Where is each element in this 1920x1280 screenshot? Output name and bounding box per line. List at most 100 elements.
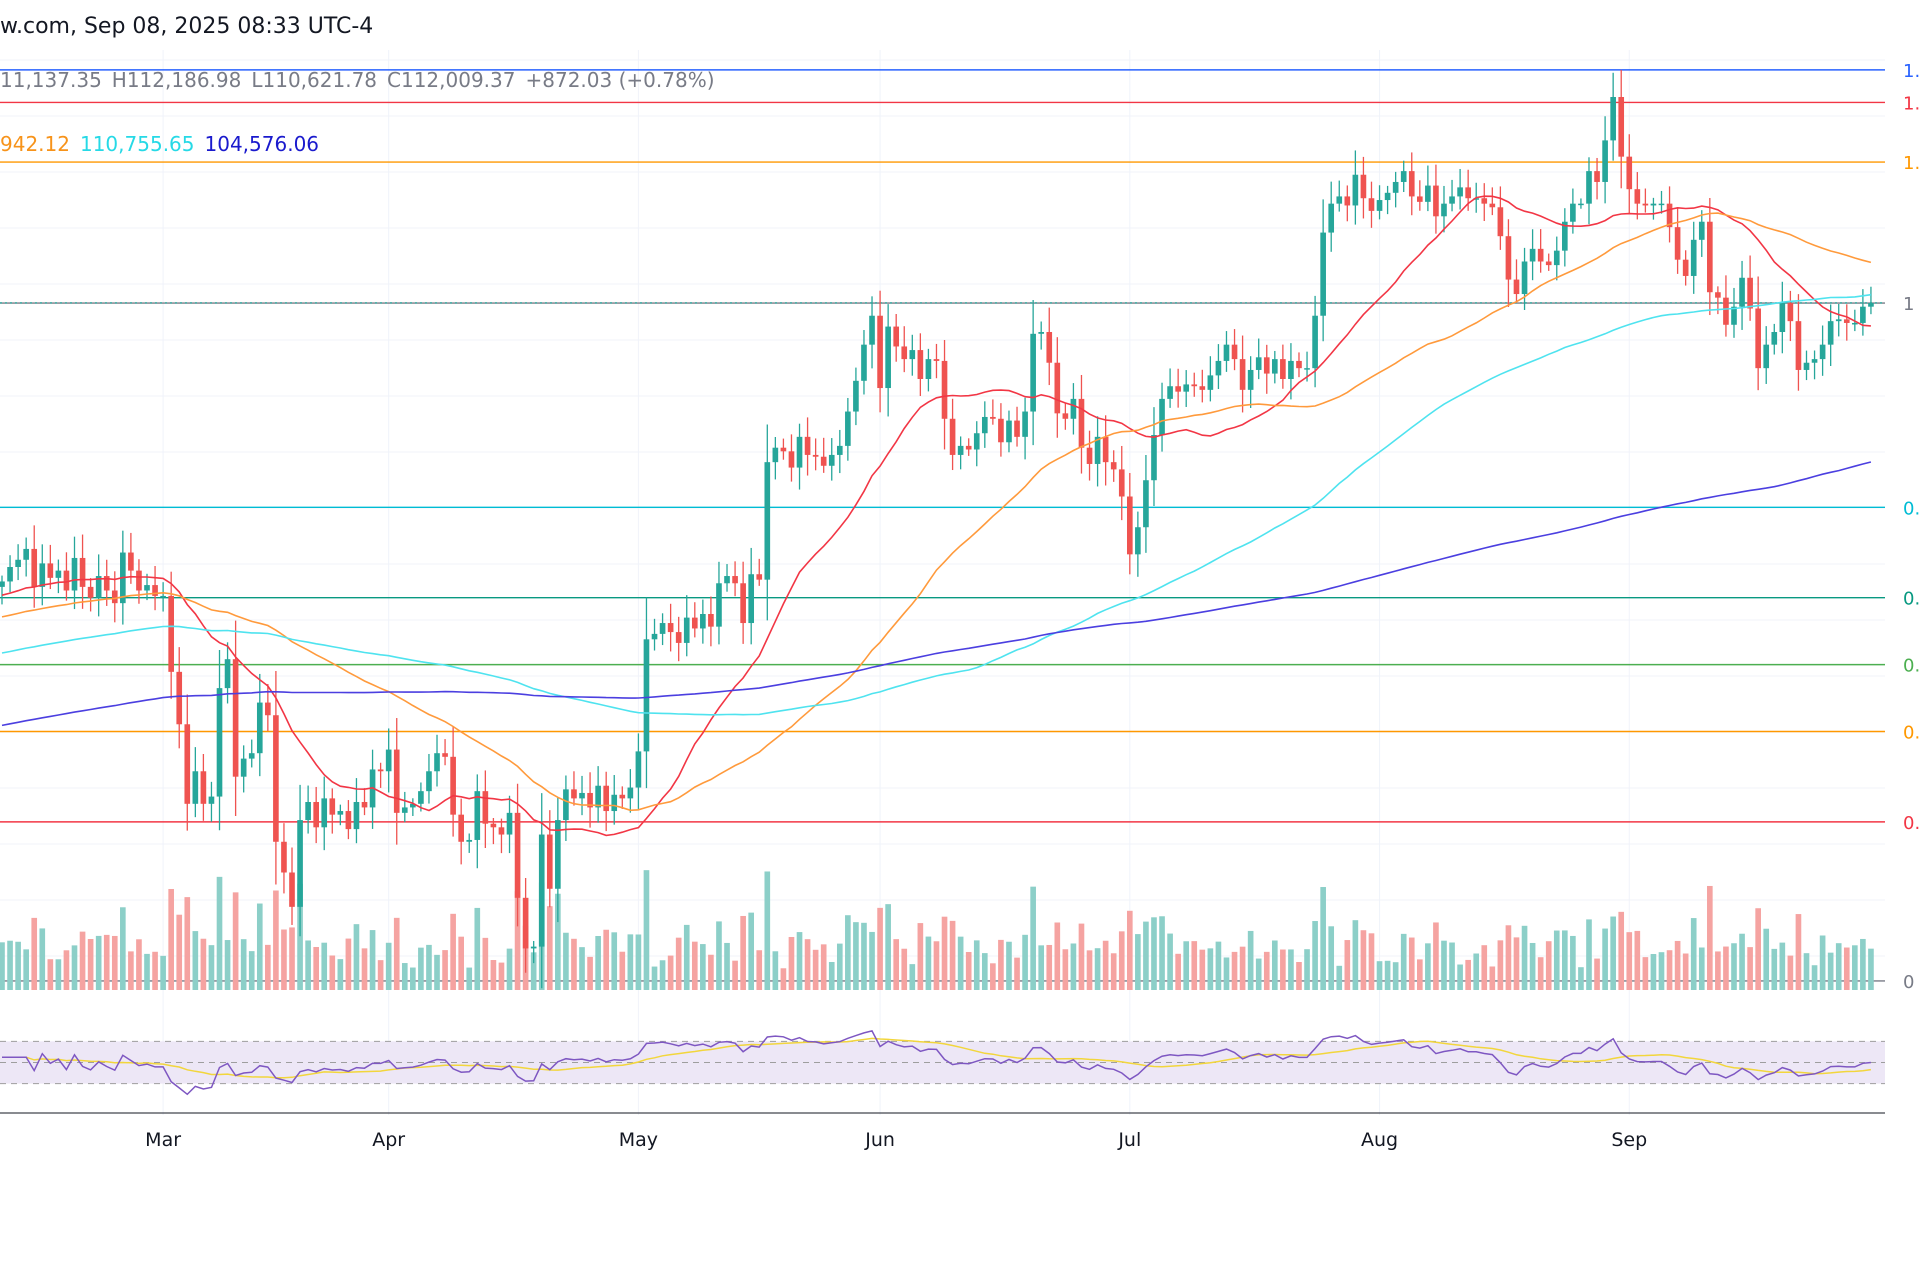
volume-bar [1658, 952, 1665, 990]
volume-bar [1747, 947, 1753, 990]
volume-bar [1755, 908, 1761, 990]
candle-body [853, 380, 859, 412]
candle-body [635, 751, 642, 788]
volume-bar [635, 934, 642, 990]
volume-bar [1586, 919, 1592, 990]
volume-bar [7, 940, 13, 990]
candle-body [869, 315, 875, 345]
candle-body [1707, 221, 1713, 293]
volume-bar [1497, 940, 1504, 990]
fib-level-label: 1. [1903, 93, 1920, 114]
candle-body [1384, 192, 1391, 201]
volume-bar [740, 915, 746, 990]
candle-body [1352, 174, 1359, 206]
ohlc-value: L110,621.78 [251, 68, 378, 92]
volume-bar [1642, 957, 1649, 990]
volume-bar [1094, 948, 1101, 990]
volume-bar [79, 931, 86, 990]
volume-bar [1006, 941, 1012, 990]
candle-body [1803, 362, 1810, 370]
candle-body [297, 820, 303, 907]
volume-bar [869, 931, 875, 990]
volume-bar [1860, 938, 1866, 990]
candle-body [1239, 359, 1246, 390]
candle-body [949, 418, 956, 455]
candle-body [675, 632, 682, 643]
candle-body [248, 753, 255, 759]
candle-body [1368, 198, 1375, 211]
candle-body [740, 583, 746, 624]
volume-bar [160, 955, 166, 990]
volume-bar [1819, 935, 1826, 990]
volume-bar [401, 963, 408, 990]
candle-body [144, 585, 150, 591]
candle-body [981, 416, 988, 434]
candle-body [1408, 171, 1415, 197]
volume-bar [1360, 930, 1367, 990]
candle-body [1263, 357, 1270, 374]
volume-bar [643, 870, 650, 990]
volume-bar [1159, 916, 1165, 990]
candle-body [31, 548, 38, 587]
volume-bar [482, 937, 489, 990]
volume-bar [1167, 933, 1173, 990]
candle-body [1642, 203, 1649, 206]
volume-bar [973, 940, 980, 990]
volume-bar [224, 940, 231, 990]
volume-bar [1449, 942, 1455, 990]
ohlc-legend: 11,137.35 H112,186.98 L110,621.78 C112,009.… [0, 68, 725, 92]
candle-body [1521, 261, 1528, 295]
candle-body [1739, 277, 1745, 307]
volume-bar [595, 936, 601, 990]
volume-bar [700, 944, 706, 990]
volume-bar [63, 950, 70, 990]
volume-bar [273, 890, 279, 990]
volume-bar [1271, 940, 1278, 990]
candle-body [450, 756, 456, 815]
x-axis-tick-label: Sep [1611, 1129, 1647, 1151]
candle-body [1280, 359, 1286, 379]
candle-body [1441, 203, 1447, 217]
candle-body [1135, 527, 1141, 555]
candle-body [1167, 386, 1173, 399]
volume-bar [1698, 947, 1705, 990]
candle-body [780, 447, 787, 452]
volume-bar [780, 968, 787, 990]
candle-body [71, 557, 78, 591]
candle-body [1271, 359, 1278, 374]
candle-body [1827, 321, 1834, 345]
volume-bar [949, 920, 956, 990]
candle-body [1755, 308, 1761, 369]
candle-body [1626, 156, 1633, 190]
volume-bar [1304, 949, 1310, 990]
fib-level-label: 0. [1903, 656, 1920, 677]
volume-bar [1513, 937, 1520, 990]
volume-bar [208, 945, 215, 990]
volume-bar [965, 951, 972, 990]
candle-body [1868, 303, 1874, 307]
volume-bar [1231, 951, 1238, 990]
volume-bar [1183, 941, 1190, 990]
candle-body [1312, 315, 1318, 369]
candle-body [265, 702, 271, 716]
candle-body [965, 445, 972, 450]
volume-bar [941, 916, 948, 990]
volume-bar [1441, 940, 1447, 990]
volume-bar [981, 953, 988, 990]
volume-bar [748, 912, 755, 990]
volume-bar [1328, 926, 1335, 990]
candle-body [345, 811, 352, 830]
candle-body [1151, 435, 1157, 481]
volume-bar [1223, 957, 1230, 990]
candle-body [353, 802, 360, 830]
volume-bar [1110, 953, 1117, 990]
volume-bar [1215, 941, 1222, 990]
volume-bar [1126, 910, 1133, 990]
volume-bar [925, 936, 932, 990]
candle-body [538, 834, 545, 947]
candle-body [95, 576, 102, 598]
volume-bar [1143, 921, 1149, 990]
volume-bar [836, 943, 843, 990]
candle-body [716, 583, 722, 627]
